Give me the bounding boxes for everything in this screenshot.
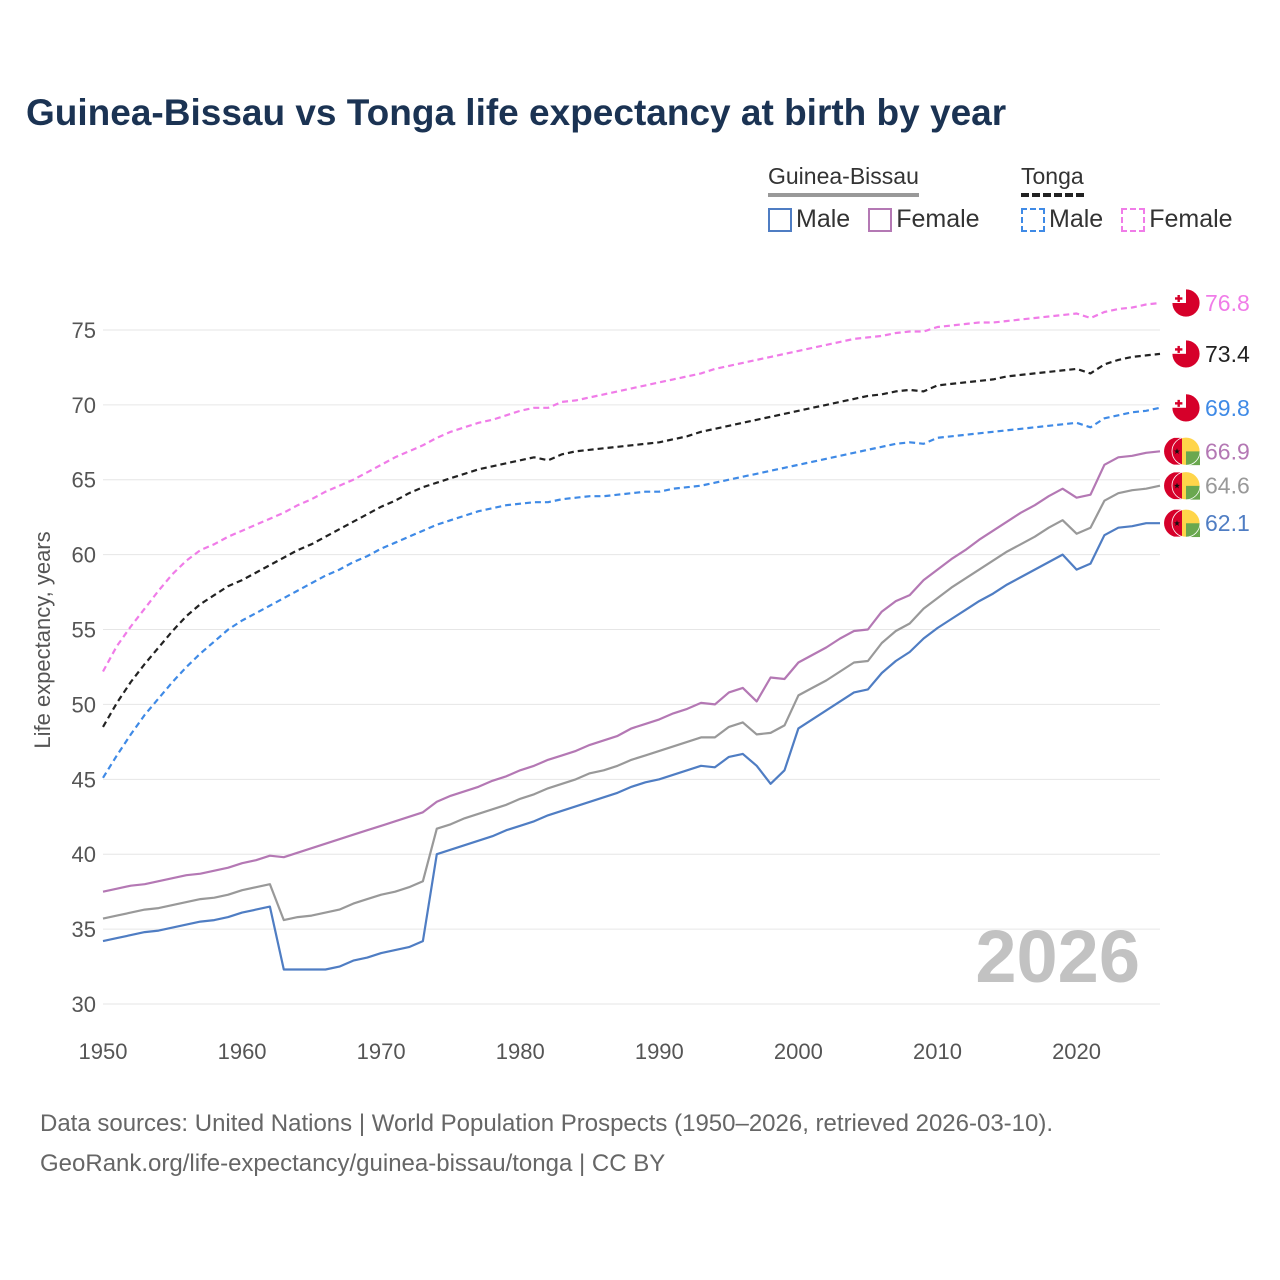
end-label-tonga-male: 69.8	[1205, 395, 1250, 421]
legend-group-tonga: Tonga Male Female	[1021, 163, 1233, 234]
legend-group-guinea-bissau: Guinea-Bissau Male Female	[768, 163, 980, 234]
legend-item-tonga-male[interactable]: Male	[1021, 205, 1103, 234]
tonga-flag-icon	[1171, 339, 1201, 369]
end-label-tonga-total: 73.4	[1205, 341, 1250, 367]
y-tick-label-30: 30	[72, 992, 96, 1017]
end-label-guinea-bissau-male: 62.1	[1205, 510, 1250, 536]
y-tick-label-60: 60	[72, 543, 96, 568]
x-tick-label-1980: 1980	[496, 1039, 545, 1064]
y-tick-label-75: 75	[72, 318, 96, 343]
flag-star	[1174, 448, 1180, 455]
source-line: Data sources: United Nations | World Pop…	[40, 1110, 1054, 1137]
guinea-bissau-flag-icon	[1164, 471, 1201, 501]
end-labels: 76.8 73.4 69.8 66.9 64.6 62.1	[1164, 288, 1250, 538]
legend-label: Male	[1049, 205, 1104, 233]
x-tick-label-2000: 2000	[774, 1039, 823, 1064]
legend-swatch-tonga-female	[1121, 207, 1146, 232]
series-lines	[102, 301, 1161, 971]
x-tick-label-1950: 1950	[79, 1039, 128, 1064]
flag-star	[1174, 482, 1180, 489]
end-label-tonga-female: 76.8	[1205, 290, 1250, 316]
x-tick-label-1970: 1970	[357, 1039, 406, 1064]
legend-label: Male	[796, 205, 851, 233]
flag-ring	[1171, 393, 1201, 423]
line-chart: 30 35 40 45 50 55 60 65 70 75 1950 1960 1970 1980 1990…	[30, 288, 1250, 1064]
flag-red-band	[1164, 509, 1182, 537]
legend-swatch-tonga-male	[1021, 207, 1045, 232]
flag-ring	[1171, 436, 1201, 466]
y-tick-label-70: 70	[72, 393, 96, 418]
y-tick-label-50: 50	[72, 692, 96, 717]
legend-swatch-guinea-bissau-female	[868, 207, 893, 232]
guinea-bissau-flag-icon	[1164, 508, 1201, 538]
tonga-flag-icon	[1171, 393, 1201, 423]
flag-cross-h	[1175, 297, 1183, 300]
legend-swatch-guinea-bissau-male	[768, 207, 792, 232]
flag-green	[1186, 485, 1200, 500]
legend-item-guinea-bissau-male[interactable]: Male	[768, 205, 850, 234]
series-line-guinea-bissau-total	[102, 484, 1161, 922]
flag-red-band	[1164, 437, 1182, 465]
x-tick-label-2020: 2020	[1052, 1039, 1101, 1064]
flag-star	[1174, 520, 1180, 526]
end-label-guinea-bissau-female: 66.9	[1205, 438, 1250, 464]
guinea-bissau-flag-icon	[1164, 436, 1201, 466]
series-line-tonga-male	[102, 406, 1161, 779]
axes: 30 35 40 45 50 55 60 65 70 75 1950 1960 1970 1980 1990…	[72, 318, 1102, 1064]
flag-cross-h	[1175, 402, 1183, 405]
series-line-tonga-female	[102, 301, 1161, 673]
flag-ring	[1171, 339, 1201, 369]
x-tick-label-1990: 1990	[635, 1039, 684, 1064]
y-tick-label-65: 65	[72, 468, 96, 493]
chart-title: Guinea-Bissau vs Tonga life expectancy a…	[26, 92, 1007, 133]
end-label-guinea-bissau-total: 64.6	[1205, 473, 1250, 499]
legend-label: Female	[896, 205, 980, 233]
y-tick-label-55: 55	[72, 618, 96, 643]
y-tick-label-35: 35	[72, 917, 96, 942]
series-line-tonga-total	[102, 352, 1161, 728]
flag-green	[1186, 523, 1200, 538]
y-tick-label-45: 45	[72, 767, 96, 792]
legend-item-tonga-female[interactable]: Female	[1121, 205, 1233, 234]
flag-ring	[1171, 508, 1201, 538]
y-axis-title: Life expectancy, years	[30, 531, 55, 748]
flag-cross-h	[1175, 348, 1183, 351]
legend-group-title-tonga: Tonga	[1021, 163, 1084, 197]
series-line-guinea-bissau-female	[102, 450, 1161, 893]
legend-item-guinea-bissau-female[interactable]: Female	[868, 205, 980, 234]
grid-lines	[103, 329, 1160, 1005]
year-watermark: 2026	[975, 915, 1140, 998]
y-tick-label-40: 40	[72, 842, 96, 867]
series-line-guinea-bissau-male	[102, 522, 1160, 971]
flag-ring	[1171, 288, 1201, 318]
legend-group-title-guinea-bissau: Guinea-Bissau	[768, 163, 919, 197]
flag-red-band	[1164, 472, 1182, 500]
x-tick-label-1960: 1960	[218, 1039, 267, 1064]
source-note: Data sources: United Nations | World Pop…	[40, 1104, 1053, 1184]
tonga-flag-icon	[1171, 288, 1201, 318]
source-url[interactable]: GeoRank.org/life-expectancy/guinea-bissa…	[40, 1150, 666, 1177]
flag-ring	[1171, 471, 1201, 501]
x-tick-label-2010: 2010	[913, 1039, 962, 1064]
flag-green	[1186, 451, 1200, 466]
legend-label: Female	[1149, 205, 1233, 233]
